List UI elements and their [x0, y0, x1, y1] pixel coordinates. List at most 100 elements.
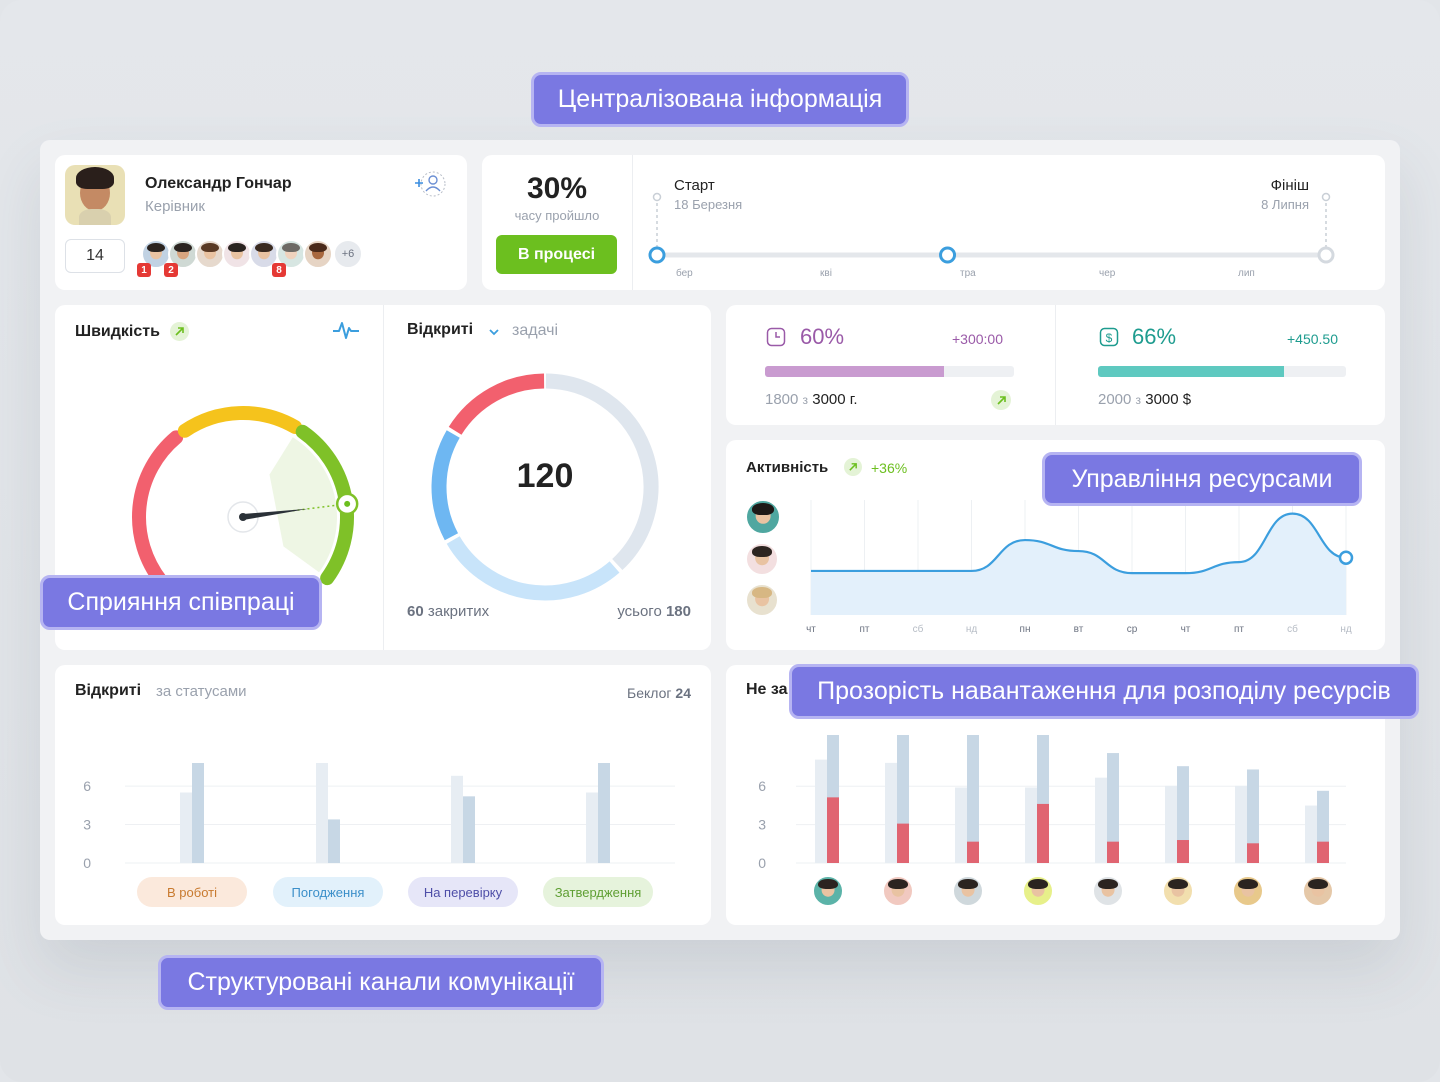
- status-pill[interactable]: В роботі: [137, 877, 247, 907]
- time-budget-bar: [765, 366, 1014, 377]
- pulse-icon[interactable]: [332, 319, 360, 341]
- member-avatar[interactable]: [195, 239, 225, 269]
- month-label: бер: [676, 268, 693, 279]
- day-tick-label: пт: [860, 624, 870, 635]
- workload-member-avatar[interactable]: [952, 875, 984, 907]
- workload-member-avatar[interactable]: [882, 875, 914, 907]
- backlog-indicator[interactable]: Беклог 24: [627, 685, 691, 701]
- workload-member-avatar[interactable]: [1092, 875, 1124, 907]
- team-avatars: +6 1 2 8: [137, 239, 381, 277]
- time-budget-fill: [765, 366, 945, 377]
- day-tick-label: чт: [1181, 624, 1191, 635]
- gauge-zone-yellow: [177, 406, 302, 438]
- status-chart-title: Відкриті: [75, 682, 142, 699]
- gauge-shade: [269, 437, 337, 573]
- y-tick-label: 6: [758, 778, 766, 794]
- day-tick-label: вт: [1074, 624, 1084, 635]
- member-avatar[interactable]: [141, 239, 171, 269]
- timeline-divider: [632, 155, 633, 290]
- trend-up-icon: [991, 390, 1011, 410]
- budget-card: 60% +300:00 1800 з 3000 г. $ 66% +450.50…: [726, 305, 1385, 425]
- workload-bar-capacity: [1025, 787, 1037, 863]
- workload-bar-overdue: [1317, 841, 1329, 863]
- time-budget-amount: 1800 з 3000 г.: [765, 391, 858, 408]
- member-avatar[interactable]: [276, 239, 306, 269]
- day-tick-label: сб: [913, 623, 924, 635]
- money-total: 3000 $: [1145, 391, 1192, 408]
- of-word: з: [802, 393, 809, 407]
- dashboard: Олександр Гончар Керівник 14 +6 1 2 8: [40, 140, 1400, 940]
- activity-line: [811, 512, 1347, 575]
- total-count-label: усього: [617, 603, 662, 620]
- workload-member-avatar[interactable]: [1162, 875, 1194, 907]
- gauge-knob-dot: [344, 500, 351, 507]
- status-button[interactable]: В процесі: [496, 235, 617, 274]
- trend-up-icon: [844, 458, 862, 476]
- day-tick-label: нд: [966, 624, 978, 635]
- y-tick-label: 6: [83, 778, 91, 794]
- money-budget-amount: 2000 з 3000 $: [1098, 391, 1191, 408]
- total-count: усього 180: [617, 603, 691, 620]
- workload-chart-title: Не за: [746, 681, 788, 698]
- status-pill[interactable]: Погодження: [273, 877, 383, 907]
- y-tick-label: 0: [83, 855, 91, 871]
- workload-bar-total: [1107, 753, 1119, 863]
- dollar-icon: $: [1099, 327, 1119, 347]
- workload-bar-capacity: [1305, 805, 1317, 863]
- status-bar-chart: 6 3 0: [83, 763, 675, 871]
- workload-bar-total: [1177, 766, 1189, 863]
- money-budget-percent: 66%: [1132, 324, 1177, 349]
- timeline-track: [648, 192, 1335, 264]
- add-member-icon[interactable]: [412, 169, 446, 199]
- activity-avatar[interactable]: [745, 542, 779, 576]
- tasks-donut: [431, 373, 659, 601]
- of-word: з: [1135, 393, 1142, 407]
- team-count-box[interactable]: 14: [65, 239, 125, 273]
- activity-avatar[interactable]: [745, 499, 781, 535]
- profile-avatar[interactable]: [65, 165, 125, 225]
- callout-workload-transparency: Прозорість навантаження для розподілу ре…: [789, 664, 1419, 719]
- workload-member-avatar[interactable]: [1232, 875, 1264, 907]
- status-bar-dark: [463, 796, 475, 863]
- speed-title: Швидкість: [75, 323, 160, 340]
- closed-count-value: 60: [407, 603, 424, 620]
- workload-member-avatar[interactable]: [812, 875, 844, 907]
- notification-badge: 1: [137, 263, 151, 277]
- time-percent-caption: часу пройшло: [514, 208, 600, 223]
- status-bar-dark: [328, 819, 340, 863]
- workload-member-avatar[interactable]: [1022, 875, 1054, 907]
- callout-centralized-info: Централізована інформація: [531, 72, 909, 127]
- status-bar-light: [586, 792, 598, 863]
- svg-text:$: $: [1106, 331, 1113, 345]
- workload-bar-total: [1247, 769, 1259, 863]
- workload-bar-overdue: [1247, 843, 1259, 863]
- y-tick-label: 3: [758, 817, 766, 833]
- month-label: кві: [820, 268, 832, 279]
- open-tasks-subtitle: задачі: [512, 322, 559, 339]
- workload-bar-overdue: [1177, 840, 1189, 863]
- activity-chart: чт пт сб нд пн вт ср чт пт сб нд: [806, 500, 1354, 635]
- finish-label: Фініш: [1270, 177, 1309, 194]
- status-chart-card: Відкриті за статусами Беклог 24 6 3 0 В ро…: [55, 665, 711, 925]
- workload-bar-capacity: [1095, 777, 1107, 863]
- money-budget-delta: +450.50: [1287, 331, 1338, 347]
- time-budget-delta: +300:00: [952, 331, 1003, 347]
- chevron-down-icon[interactable]: [487, 325, 501, 337]
- month-label: чер: [1099, 268, 1116, 279]
- workload-bar-capacity: [885, 762, 897, 863]
- activity-avatar[interactable]: [745, 583, 779, 617]
- donut-center-value: 120: [516, 457, 574, 495]
- status-pill[interactable]: На перевірку: [408, 877, 518, 907]
- member-avatar[interactable]: [303, 239, 333, 269]
- more-members-chip[interactable]: +6: [333, 239, 363, 269]
- workload-member-avatar[interactable]: [1302, 875, 1334, 907]
- day-tick-label: пт: [1234, 624, 1244, 635]
- workload-bar-overdue: [967, 841, 979, 863]
- gauge-hub: [239, 513, 247, 521]
- money-used: 2000: [1098, 391, 1132, 408]
- clock-icon: [766, 327, 786, 347]
- money-budget-bar: [1098, 366, 1346, 377]
- member-avatar[interactable]: [222, 239, 252, 269]
- time-percent: 30%: [526, 172, 588, 205]
- status-pill[interactable]: Затвердження: [543, 877, 653, 907]
